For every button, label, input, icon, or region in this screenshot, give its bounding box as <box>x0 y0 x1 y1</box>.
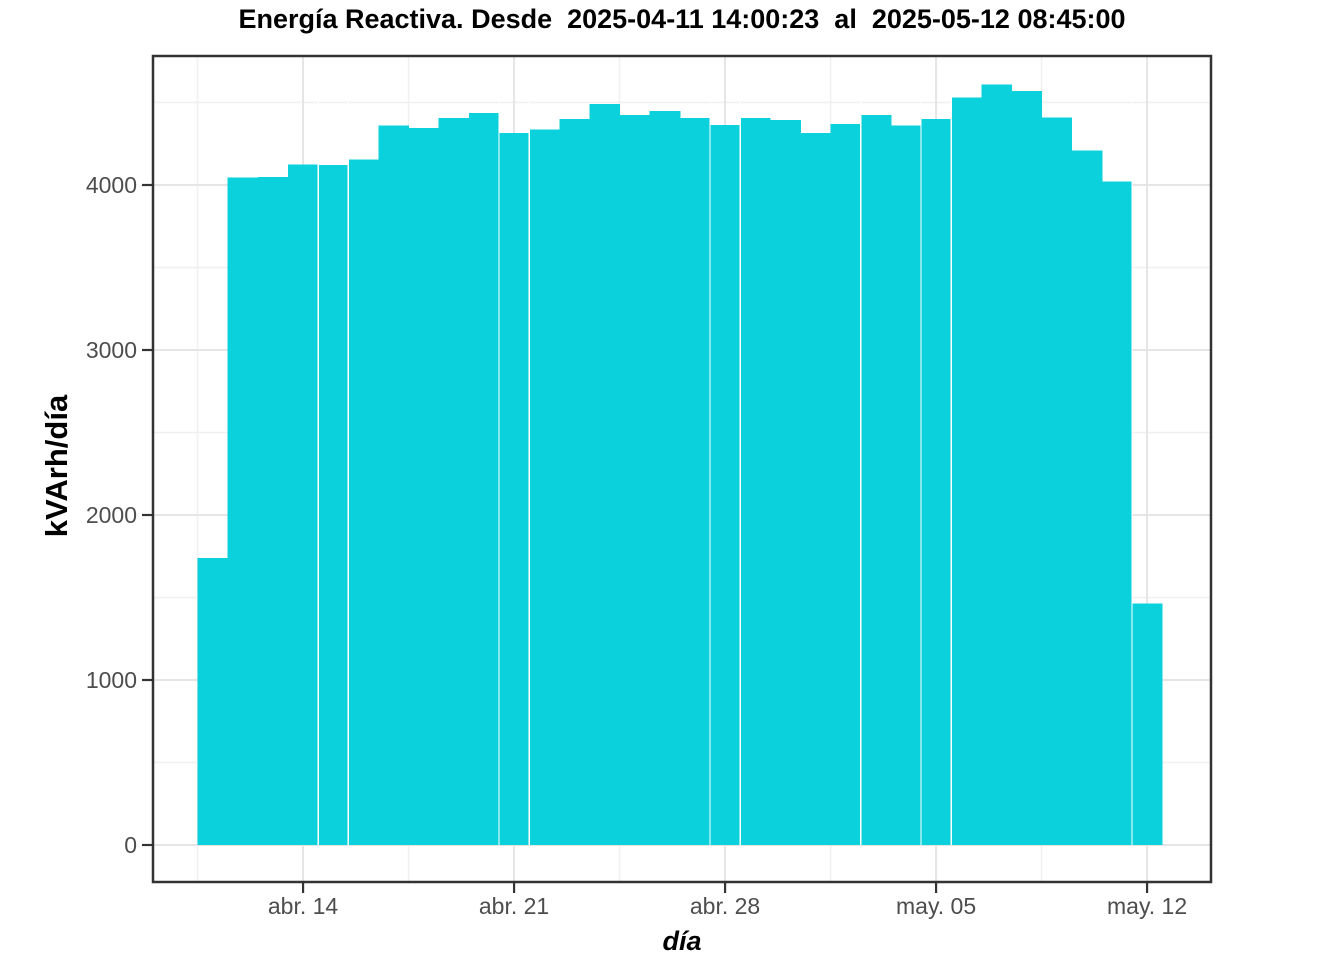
bar-seam <box>1131 60 1133 845</box>
bar <box>710 124 741 845</box>
bar <box>800 133 831 845</box>
bar <box>529 129 560 846</box>
y-tick-label: 3000 <box>86 337 137 363</box>
x-tick-label: may. 05 <box>896 893 976 919</box>
bars <box>197 84 1163 846</box>
y-tick-labels: 0 1000 2000 3000 4000 <box>86 172 137 858</box>
panel-border <box>151 54 1213 884</box>
x-axis-title: día <box>662 926 702 956</box>
bar <box>589 104 620 845</box>
bar <box>1011 90 1042 845</box>
bar-seam <box>860 60 862 845</box>
bar <box>468 113 500 846</box>
bar <box>438 118 470 846</box>
bar <box>830 123 862 845</box>
bar <box>287 164 319 845</box>
bar-seam <box>709 60 711 845</box>
bar-seam <box>950 60 952 845</box>
y-tick-label: 1000 <box>86 667 137 693</box>
x-tick-label: may. 12 <box>1107 893 1187 919</box>
axis-ticks <box>142 183 1149 893</box>
bar <box>408 128 440 845</box>
bar-seam <box>920 60 922 845</box>
bar-seams <box>317 60 1133 845</box>
bar-seam <box>528 60 530 845</box>
bar <box>559 119 590 845</box>
bar-seam <box>317 60 319 845</box>
y-tick-label: 4000 <box>86 172 137 198</box>
x-tick-labels: abr. 14 abr. 21 abr. 28 may. 05 may. 12 <box>268 893 1187 919</box>
bar <box>981 84 1012 846</box>
bar <box>860 114 892 845</box>
bar <box>619 114 651 845</box>
x-tick-label: abr. 28 <box>690 893 760 919</box>
bar <box>740 118 771 846</box>
bar-seam <box>498 60 500 845</box>
x-tick-label: abr. 21 <box>479 893 549 919</box>
bar <box>1041 117 1073 846</box>
bar <box>890 125 922 846</box>
bar <box>649 110 681 845</box>
bar <box>318 165 349 845</box>
bar <box>499 133 530 845</box>
bar <box>1101 181 1133 845</box>
bar <box>951 97 982 846</box>
y-tick-label: 2000 <box>86 502 137 528</box>
x-tick-label: abr. 14 <box>268 893 339 919</box>
bar <box>348 159 379 846</box>
bar-seam <box>347 60 349 845</box>
bar-seam <box>739 60 741 845</box>
bar <box>227 177 259 845</box>
bar <box>770 119 801 845</box>
bar <box>378 125 409 846</box>
y-tick-label: 0 <box>124 832 137 858</box>
bar <box>1071 150 1103 846</box>
bar <box>921 119 952 845</box>
bar <box>257 176 289 845</box>
bar <box>197 557 229 845</box>
chart-title: Energía Reactiva. Desde 2025-04-11 14:00… <box>238 4 1126 34</box>
bar <box>679 118 711 846</box>
bar <box>1132 603 1163 845</box>
